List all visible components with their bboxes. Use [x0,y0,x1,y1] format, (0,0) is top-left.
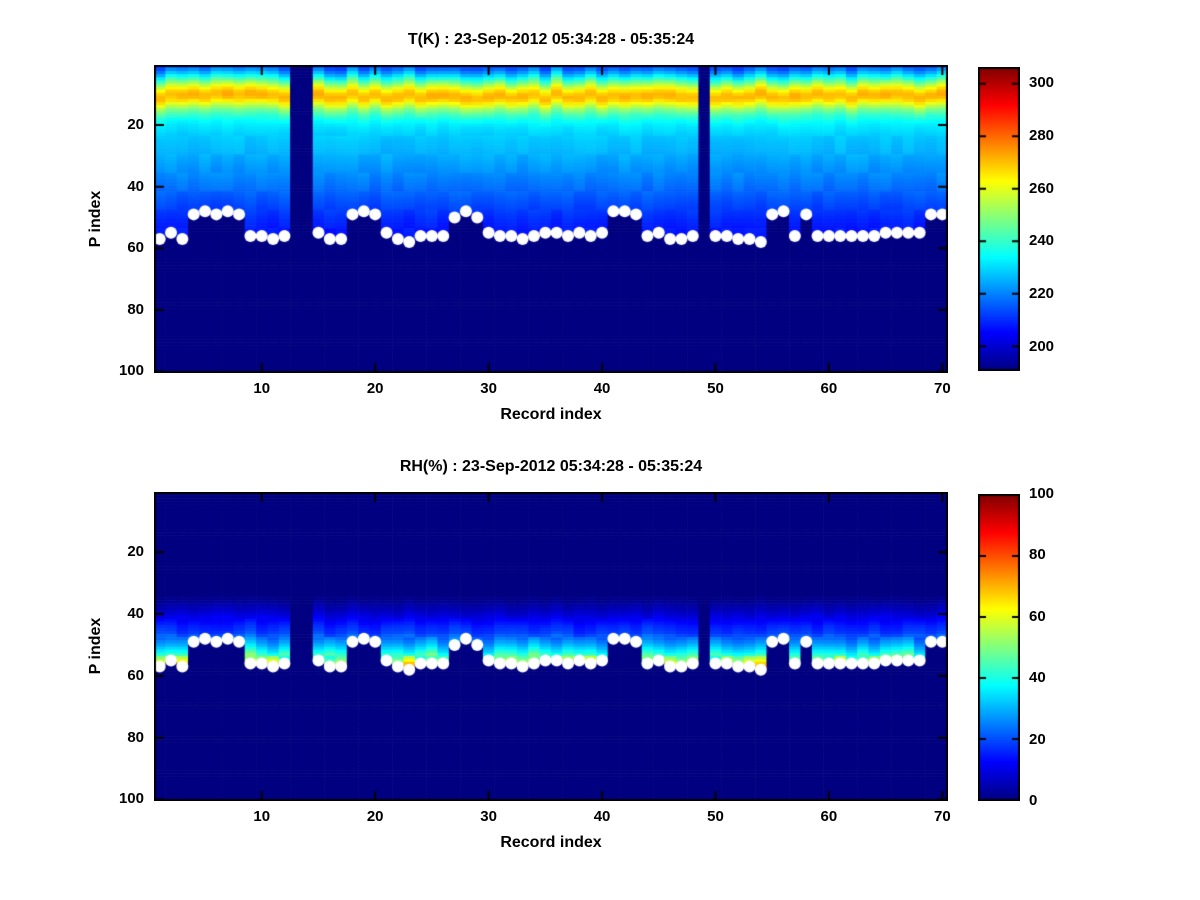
y-tick-label: 100 [118,790,144,808]
y-tick-label: 60 [127,239,144,257]
y-tick-label: 20 [127,116,144,134]
colorbar-tick-label: 260 [1029,179,1055,197]
y-tick-label: 60 [127,666,144,684]
x-tick-label: 50 [707,808,724,825]
humidity-chart-title: RH(%) : 23-Sep-2012 05:34:28 - 05:35:24 [399,458,703,475]
humidity-colorbar [978,494,1020,801]
temperature-colorbar [978,67,1020,371]
colorbar-tick-label: 240 [1029,232,1055,250]
x-tick-label: 70 [933,380,951,397]
x-tick-label: 50 [707,380,724,397]
colorbar-tick-label: 80 [1029,546,1046,564]
y-tick-label: 100 [118,362,144,380]
colorbar-tick-label: 300 [1029,73,1055,91]
x-tick-label: 40 [593,380,611,397]
colorbar-tick-label: 100 [1029,485,1055,502]
temperature-y-axis-label: P index [87,190,104,248]
temperature-chart-title: T(K) : 23-Sep-2012 05:34:28 - 05:35:24 [407,31,695,48]
colorbar-tick-label: 20 [1029,730,1046,748]
colorbar-tick-label: 60 [1029,607,1046,625]
x-tick-label: 60 [820,380,838,397]
x-tick-label: 70 [933,808,951,825]
x-tick-label: 10 [253,380,271,397]
temperature-heatmap [154,65,948,373]
x-tick-label: 20 [366,380,384,397]
x-tick-label: 40 [593,808,611,825]
temperature-x-axis-label: Record index [500,406,602,423]
x-tick-label: 30 [480,808,497,825]
y-tick-label: 80 [127,728,144,746]
colorbar-tick-label: 0 [1029,792,1038,809]
humidity-x-axis-label: Record index [500,834,602,851]
colorbar-tick-label: 220 [1029,285,1055,303]
y-tick-label: 80 [127,300,144,318]
y-tick-label: 20 [127,543,144,561]
colorbar-tick-label: 200 [1029,338,1055,356]
x-tick-label: 30 [480,380,497,397]
y-tick-label: 40 [127,177,144,195]
x-tick-label: 20 [366,808,384,825]
humidity-heatmap [154,492,948,801]
y-tick-label: 40 [127,605,144,623]
x-tick-label: 60 [820,808,838,825]
colorbar-tick-label: 40 [1029,669,1046,687]
colorbar-tick-label: 280 [1029,126,1055,144]
humidity-y-axis-label: P index [87,617,104,675]
x-tick-label: 10 [253,808,271,825]
